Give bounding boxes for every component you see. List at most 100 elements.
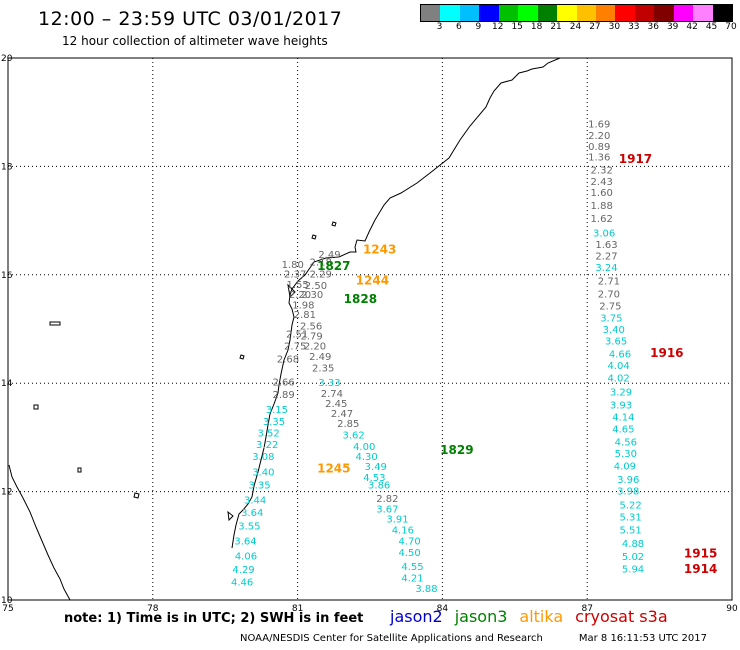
wave-height-value: 1.62 bbox=[591, 214, 613, 225]
wave-height-value: 1.98 bbox=[292, 300, 314, 311]
x-tick-label: 87 bbox=[581, 604, 592, 614]
wave-height-value: 3.67 bbox=[376, 505, 398, 516]
footnote: note: 1) Time is in UTC; 2) SWH is in fe… bbox=[64, 611, 364, 626]
wave-height-value: 3.15 bbox=[266, 405, 288, 416]
wave-height-value: 4.55 bbox=[401, 562, 423, 573]
wave-height-value: 2.85 bbox=[337, 419, 359, 430]
wave-height-value: 1.36 bbox=[588, 152, 610, 163]
wave-height-value: 3.35 bbox=[263, 417, 285, 428]
wave-height-value: 1.80 bbox=[282, 260, 304, 271]
satellite-jason2-label: jason2 bbox=[390, 607, 443, 626]
x-tick-label: 75 bbox=[2, 604, 13, 614]
wave-height-value: 4.06 bbox=[235, 551, 257, 562]
wave-height-value: 3.64 bbox=[234, 537, 256, 548]
wave-height-value: 5.31 bbox=[620, 512, 642, 523]
wave-height-value: 5.02 bbox=[622, 552, 644, 563]
wave-height-value: 1.60 bbox=[591, 188, 613, 199]
legend-label: 6 bbox=[456, 22, 462, 32]
legend-label: 70 bbox=[725, 22, 737, 32]
wave-height-value: 2.27 bbox=[595, 252, 617, 263]
wave-height-value: 2.20 bbox=[588, 131, 610, 142]
lake-3 bbox=[49, 321, 61, 326]
pass-number-label: 1829 bbox=[440, 443, 473, 457]
lake-7 bbox=[311, 234, 317, 240]
credit-text: NOAA/NESDIS Center for Satellite Applica… bbox=[240, 633, 543, 644]
wave-height-value: 5.22 bbox=[620, 500, 642, 511]
x-tick-label: 90 bbox=[726, 604, 738, 614]
wave-height-value: 3.33 bbox=[318, 378, 340, 389]
wave-height-value: 4.53 bbox=[363, 473, 385, 484]
wave-height-value: 3.55 bbox=[238, 522, 260, 533]
wave-height-value: 3.22 bbox=[256, 440, 278, 451]
wave-height-value: 5.51 bbox=[620, 525, 642, 536]
wave-height-value: 2.82 bbox=[376, 494, 398, 505]
legend-label: 30 bbox=[608, 22, 621, 32]
legend-label: 12 bbox=[492, 22, 504, 32]
wave-height-value: 3.35 bbox=[248, 480, 270, 491]
india-west-coast bbox=[8, 464, 71, 601]
legend-label: 39 bbox=[666, 22, 679, 32]
map-title: 12:00 – 23:59 UTC 03/01/2017 bbox=[38, 8, 343, 30]
wave-height-value: 5.94 bbox=[622, 564, 644, 575]
wave-height-value: 2.71 bbox=[598, 277, 620, 288]
coastline bbox=[8, 57, 561, 601]
wave-height-value: 4.14 bbox=[612, 413, 634, 424]
wave-height-value: 3.96 bbox=[617, 475, 639, 486]
legend-label: 27 bbox=[589, 22, 601, 32]
wave-height-value: 1.55 bbox=[286, 280, 308, 291]
wave-height-value: 4.70 bbox=[398, 537, 420, 548]
y-tick-label: 10 bbox=[1, 596, 13, 606]
map-frame bbox=[7, 57, 733, 601]
wave-height-value: 2.89 bbox=[272, 390, 294, 401]
wave-height-value: 3.65 bbox=[605, 337, 627, 348]
wave-height-value: 2.45 bbox=[325, 399, 347, 410]
wave-height-value: 2.75 bbox=[599, 301, 621, 312]
wave-height-value: 3.93 bbox=[610, 401, 632, 412]
wave-height-value: 3.44 bbox=[244, 496, 266, 507]
wave-height-value: 2.20 bbox=[304, 342, 326, 353]
x-tick-label: 81 bbox=[292, 604, 303, 614]
legend-label: 3 bbox=[436, 22, 443, 32]
wave-height-observations: 2.492.181.802.37 2.291.552.502.202.301.98… bbox=[231, 119, 644, 594]
map-subtitle: 12 hour collection of altimeter wave hei… bbox=[62, 34, 328, 48]
wave-height-value: 2.68 bbox=[277, 355, 299, 366]
credit-line: NOAA/NESDIS Center for Satellite Applica… bbox=[240, 633, 707, 644]
wave-height-value: 3.40 bbox=[603, 325, 625, 336]
wave-height-value: 4.09 bbox=[614, 461, 636, 472]
legend-swatch bbox=[712, 5, 732, 21]
legend-label: 9 bbox=[475, 22, 482, 32]
wave-height-value: 4.66 bbox=[609, 350, 631, 361]
legend-swatch bbox=[479, 5, 499, 21]
pass-number-label: 1917 bbox=[619, 152, 652, 166]
wave-height-value: 2.32 bbox=[591, 165, 613, 176]
wave-height-value: 2.56 bbox=[300, 322, 322, 333]
wave-height-value: 4.02 bbox=[607, 374, 629, 385]
satellite-cryosat-label: cryosat s3a bbox=[575, 607, 668, 626]
pass-number-label: 1914 bbox=[684, 562, 717, 576]
wave-height-value: 3.29 bbox=[610, 388, 632, 399]
wave-height-value: 2.37 bbox=[284, 270, 306, 281]
legend-swatch bbox=[440, 5, 460, 21]
pass-number-label: 1243 bbox=[363, 243, 396, 257]
lake-1 bbox=[239, 354, 245, 360]
legend-swatch bbox=[557, 5, 577, 21]
legend-label: 45 bbox=[705, 22, 718, 32]
wave-height-value: 4.88 bbox=[622, 539, 644, 550]
wave-height-value: 2.50 bbox=[305, 281, 327, 292]
legend-label: 42 bbox=[686, 22, 698, 32]
india-east-coast bbox=[231, 57, 561, 549]
wave-height-value: 2.66 bbox=[272, 377, 294, 388]
generated-timestamp: Mar 8 16:11:53 UTC 2017 bbox=[578, 633, 707, 644]
legend-swatch bbox=[615, 5, 635, 21]
wave-height-value: 2.81 bbox=[294, 310, 316, 321]
legend-label: 18 bbox=[530, 22, 543, 32]
wave-height-value: 4.30 bbox=[355, 452, 377, 463]
pass-number-label: 1827 bbox=[317, 259, 350, 273]
wave-height-value: 3.40 bbox=[252, 467, 274, 478]
legend-swatch bbox=[595, 5, 616, 21]
lat-lon-grid bbox=[8, 58, 732, 600]
wave-height-value: 3.64 bbox=[241, 508, 263, 519]
legend-swatch bbox=[673, 5, 694, 21]
